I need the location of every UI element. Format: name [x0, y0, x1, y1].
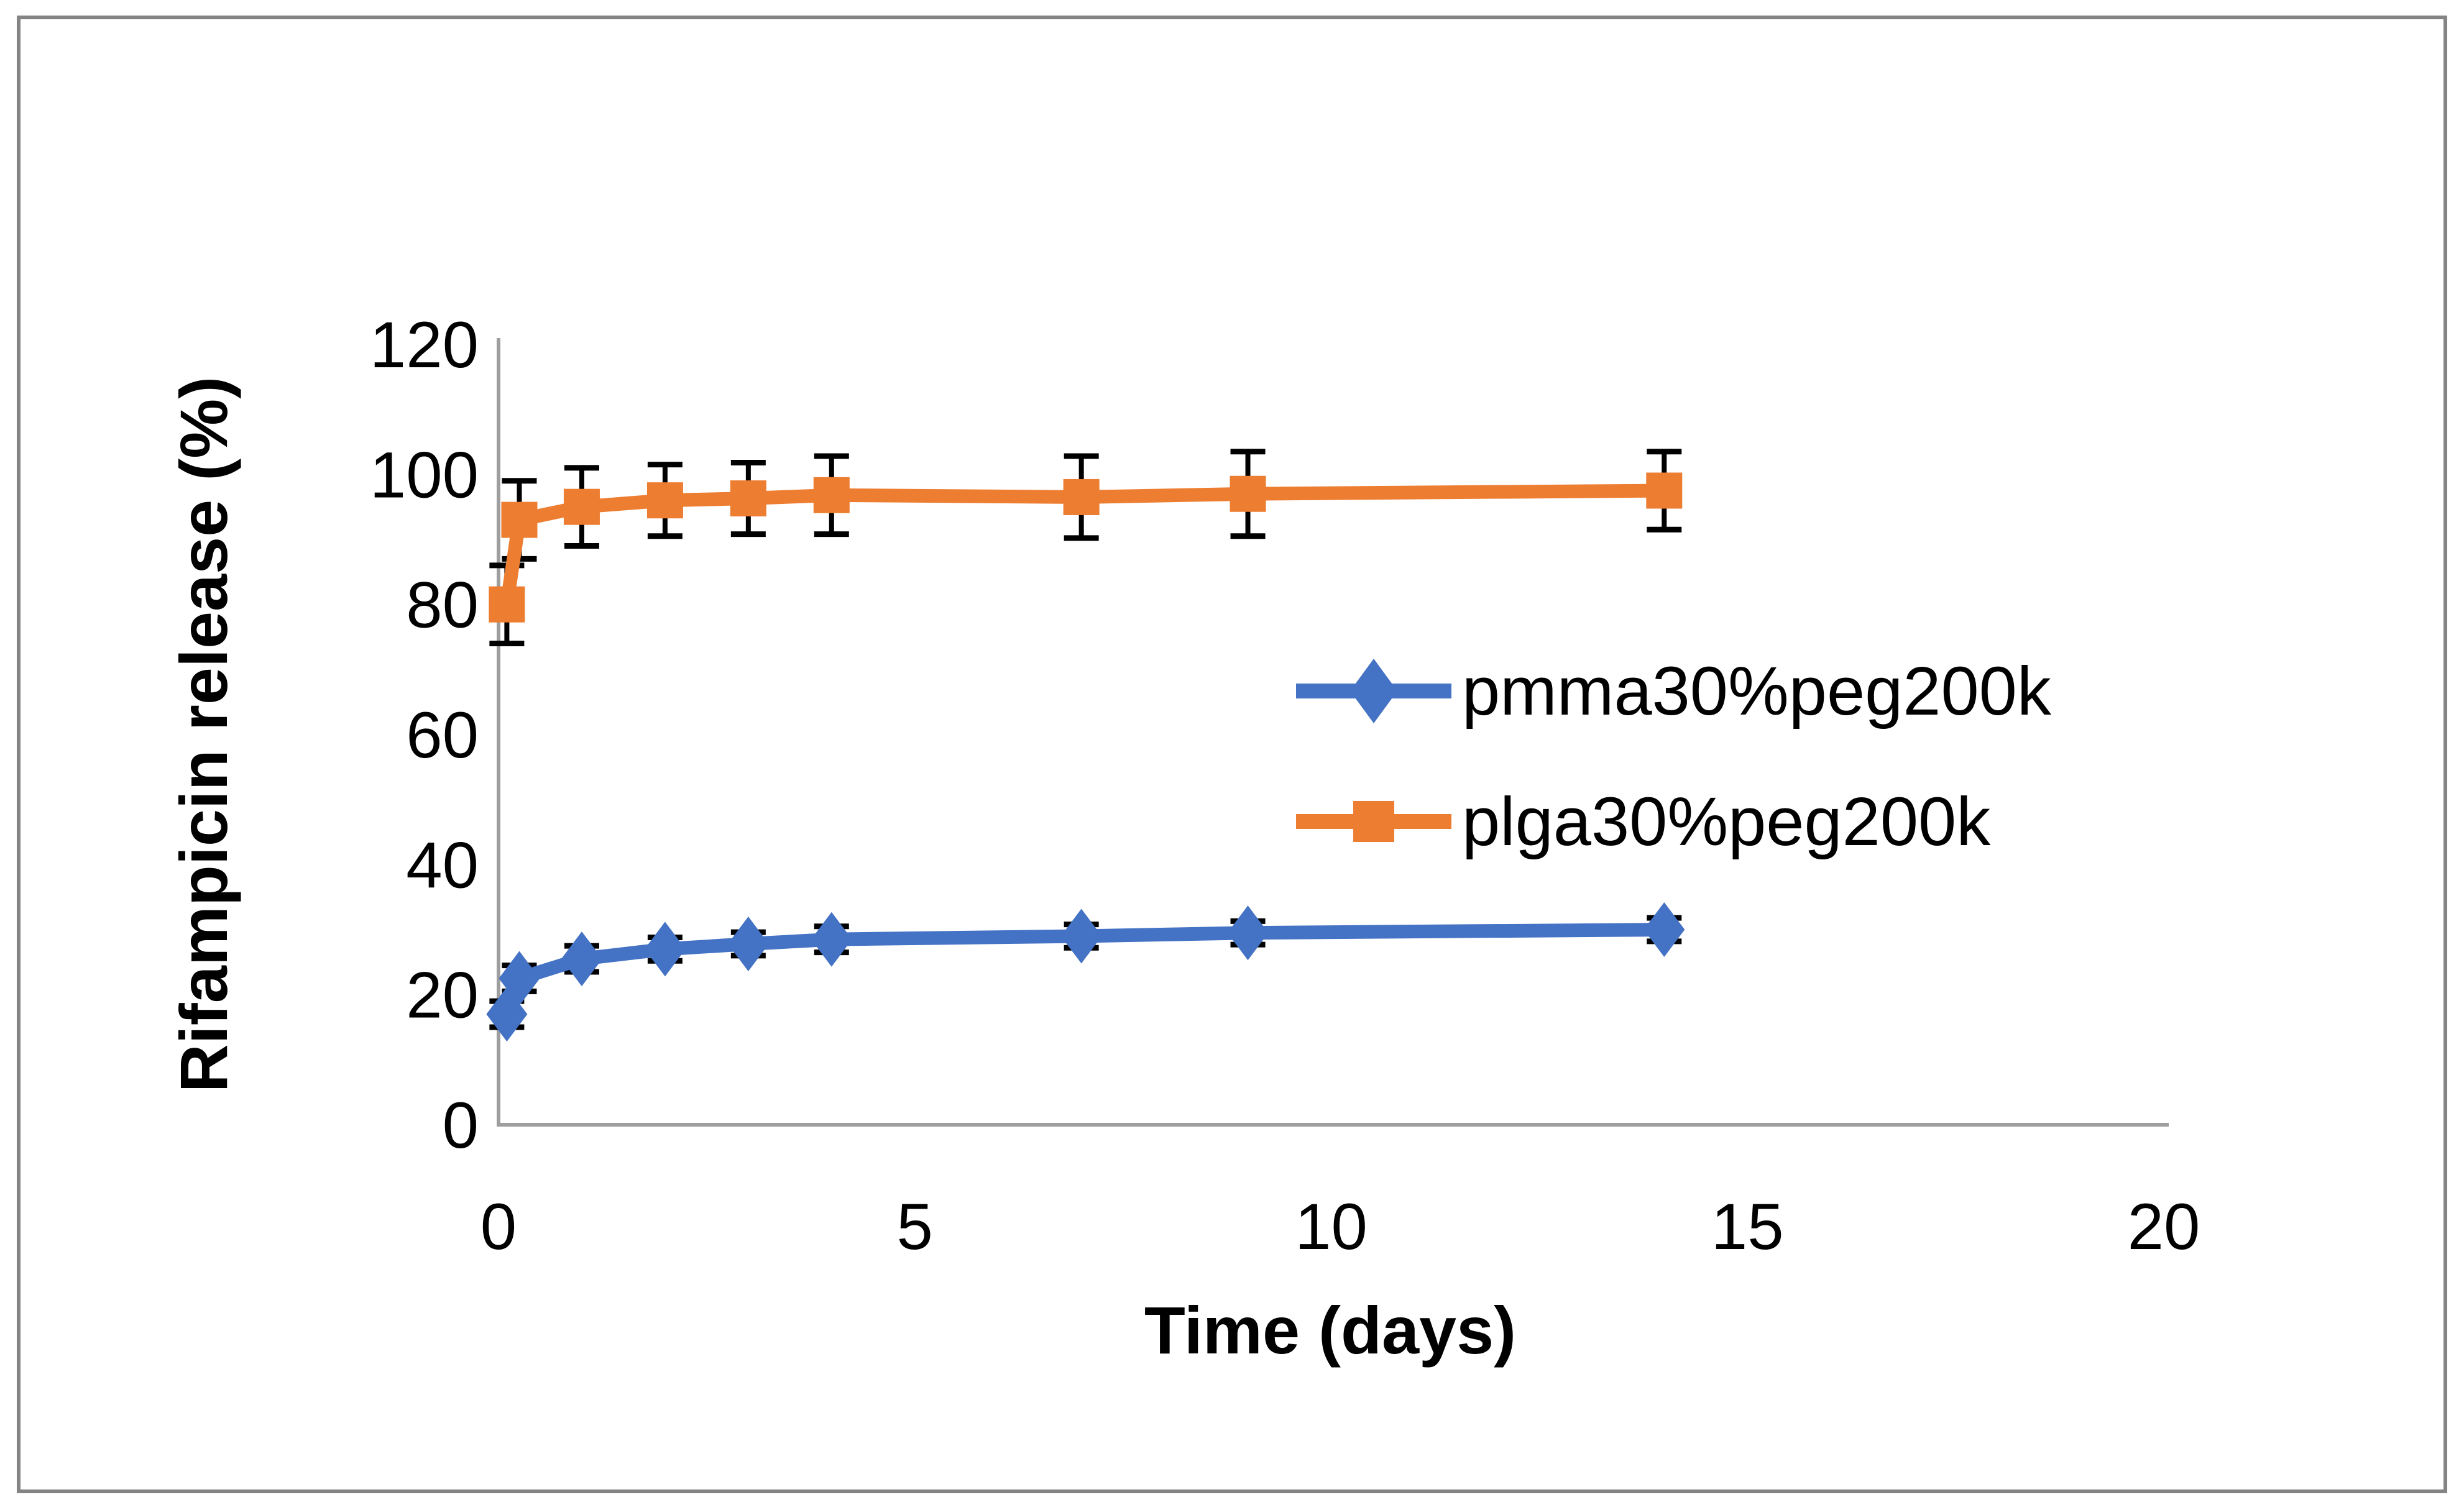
- data-point-marker: [1063, 478, 1100, 515]
- data-point-marker: [1646, 472, 1683, 509]
- y-tick-labels: 0 20 40 60 80 100 120: [370, 309, 479, 1162]
- series-pmma30-peg200k: [486, 902, 1685, 1042]
- legend-item: plga30%peg200k: [1296, 784, 1991, 860]
- x-axis-title: Time (days): [1144, 1293, 1516, 1368]
- data-point-marker: [561, 931, 602, 987]
- data-point-marker: [1643, 902, 1685, 957]
- data-point-marker: [499, 951, 540, 1006]
- data-point-marker: [813, 477, 850, 513]
- x-tick-label: 10: [1295, 1191, 1368, 1263]
- data-point-marker: [501, 501, 538, 538]
- data-point-marker: [730, 480, 766, 517]
- x-tick-label: 15: [1711, 1191, 1784, 1263]
- y-axis-title: Rifampicin release (%): [166, 377, 241, 1092]
- legend: pmma30%peg200k plga30%peg200k: [1296, 653, 2052, 860]
- data-point-marker: [489, 586, 525, 623]
- data-point-marker: [727, 917, 769, 972]
- y-tick-label: 60: [406, 699, 479, 772]
- x-tick-label: 0: [480, 1191, 517, 1263]
- y-tick-label: 80: [406, 569, 479, 642]
- x-tick-label: 5: [897, 1191, 933, 1263]
- y-tick-label: 100: [370, 439, 479, 511]
- data-point-marker: [1227, 905, 1269, 961]
- data-point-marker: [563, 488, 600, 525]
- data-point-marker: [811, 912, 852, 967]
- data-point-marker: [646, 482, 683, 519]
- x-tick-label: 20: [2128, 1191, 2200, 1263]
- y-tick-label: 20: [406, 959, 479, 1032]
- legend-label: pmma30%peg200k: [1462, 653, 2052, 730]
- y-tick-label: 40: [406, 829, 479, 902]
- legend-diamond-marker: [1350, 659, 1397, 723]
- figure-border: [17, 16, 2447, 1493]
- data-point-marker: [1060, 908, 1102, 964]
- y-tick-label: 0: [443, 1089, 479, 1162]
- y-tick-label: 120: [370, 309, 479, 382]
- legend-square-marker: [1353, 801, 1394, 842]
- legend-item: pmma30%peg200k: [1296, 653, 2052, 730]
- x-tick-labels: 0 5 10 15 20: [480, 1191, 2200, 1263]
- data-point-marker: [1230, 475, 1266, 512]
- data-point-marker: [644, 922, 686, 977]
- series-plga30-peg200k: [489, 449, 1683, 646]
- legend-label: plga30%peg200k: [1462, 784, 1991, 860]
